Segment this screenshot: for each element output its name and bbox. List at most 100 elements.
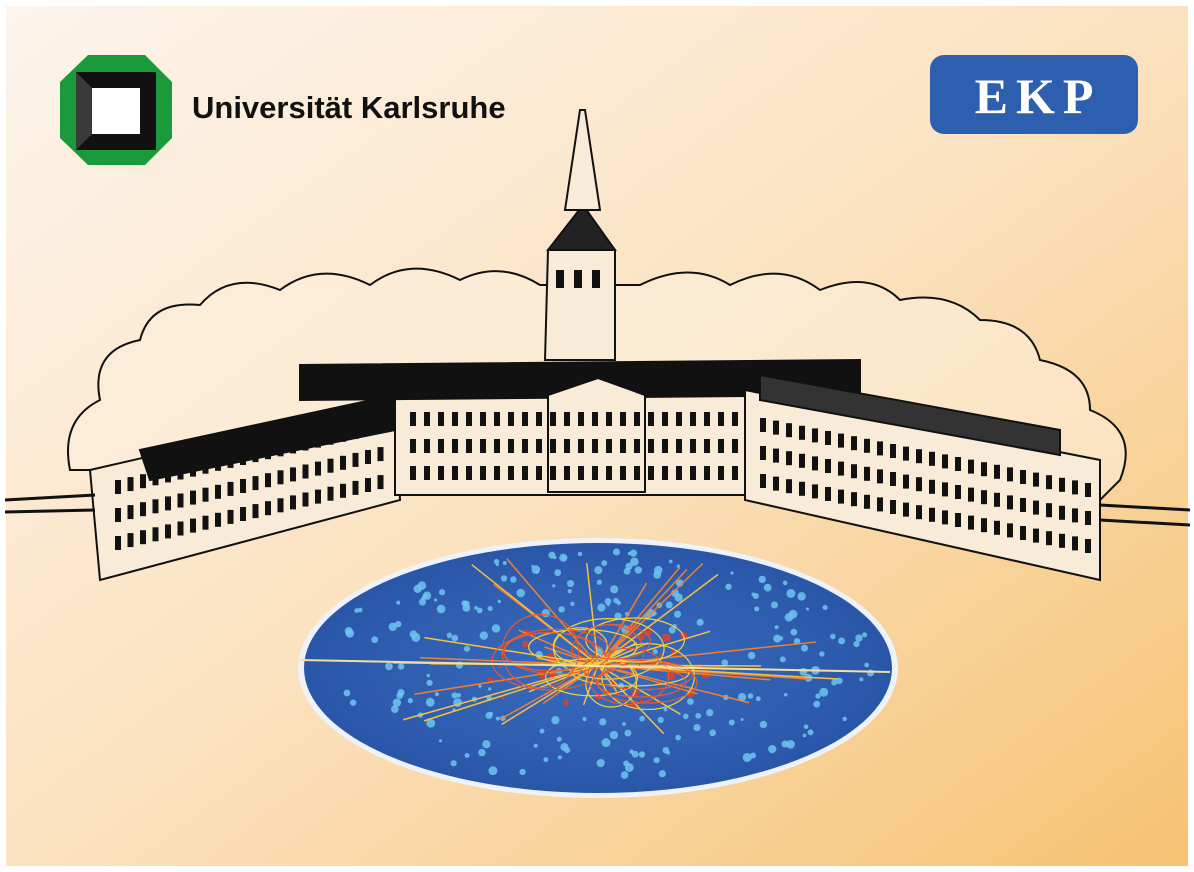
window — [327, 430, 334, 445]
window — [718, 412, 724, 426]
window — [438, 412, 444, 426]
window — [190, 518, 196, 533]
hit — [682, 713, 689, 720]
hit — [742, 752, 752, 762]
university-logo — [60, 55, 172, 165]
hit — [819, 687, 829, 697]
window — [315, 461, 321, 476]
window — [1046, 531, 1052, 546]
curl — [576, 623, 651, 660]
hit — [668, 626, 676, 634]
hit — [522, 640, 529, 648]
hit — [531, 564, 535, 568]
hit — [813, 700, 821, 708]
hit — [446, 632, 453, 639]
hit — [463, 600, 470, 607]
hit — [864, 662, 870, 668]
window — [838, 433, 844, 448]
window — [592, 412, 598, 426]
window — [165, 496, 171, 511]
window — [377, 447, 384, 462]
window — [227, 481, 234, 496]
window — [290, 495, 296, 510]
hit — [597, 603, 606, 612]
window — [916, 505, 922, 520]
hit — [662, 746, 670, 754]
hit — [634, 566, 642, 574]
window — [981, 518, 987, 533]
hit — [425, 697, 435, 707]
hit — [629, 549, 638, 557]
hit — [392, 698, 402, 707]
hit — [782, 580, 788, 586]
window — [152, 527, 159, 542]
window — [365, 450, 371, 464]
window — [1033, 472, 1039, 487]
hit — [838, 637, 846, 645]
window — [265, 445, 271, 460]
window — [277, 442, 284, 457]
window — [410, 466, 416, 480]
window — [825, 431, 831, 445]
window — [536, 412, 542, 426]
hit — [665, 601, 673, 609]
window — [877, 441, 883, 456]
window — [277, 470, 284, 485]
window — [760, 474, 766, 488]
hit — [855, 634, 863, 642]
window — [452, 466, 458, 480]
window — [955, 513, 961, 527]
window — [634, 439, 640, 453]
hit — [786, 589, 796, 598]
badge-text: EKP — [975, 68, 1102, 124]
window — [302, 464, 309, 479]
window — [1033, 528, 1039, 543]
window — [1020, 498, 1026, 512]
window — [466, 439, 472, 453]
hit — [624, 763, 634, 772]
hit — [497, 599, 502, 604]
hit — [488, 766, 498, 776]
window — [1033, 500, 1039, 515]
hit — [616, 600, 621, 606]
hit — [630, 557, 639, 567]
window — [968, 487, 974, 502]
window — [634, 412, 640, 426]
hit — [559, 553, 568, 562]
window — [152, 471, 159, 486]
hit — [548, 551, 556, 559]
hit — [612, 548, 621, 556]
hit — [345, 629, 355, 638]
window — [377, 419, 384, 434]
window — [227, 509, 234, 524]
track — [597, 573, 719, 666]
hit — [596, 579, 603, 585]
hit — [577, 551, 583, 557]
window — [929, 451, 935, 466]
window — [955, 485, 961, 499]
hit — [543, 757, 549, 763]
hit — [541, 609, 550, 618]
hit — [482, 740, 491, 749]
hit — [434, 692, 439, 697]
hit — [639, 715, 645, 722]
hit — [385, 662, 393, 671]
window — [352, 480, 359, 495]
window — [812, 428, 818, 443]
window — [1072, 536, 1078, 551]
window — [732, 412, 738, 426]
hit — [451, 634, 459, 642]
window — [942, 482, 948, 497]
window — [760, 418, 766, 432]
hit — [396, 692, 404, 699]
window — [522, 466, 528, 480]
window — [290, 439, 296, 454]
window — [1059, 505, 1065, 520]
window — [536, 466, 542, 480]
window — [1007, 523, 1013, 538]
hit — [695, 712, 702, 719]
hit — [706, 709, 714, 717]
hit — [842, 716, 847, 722]
hit — [783, 692, 788, 697]
hit — [693, 723, 701, 732]
